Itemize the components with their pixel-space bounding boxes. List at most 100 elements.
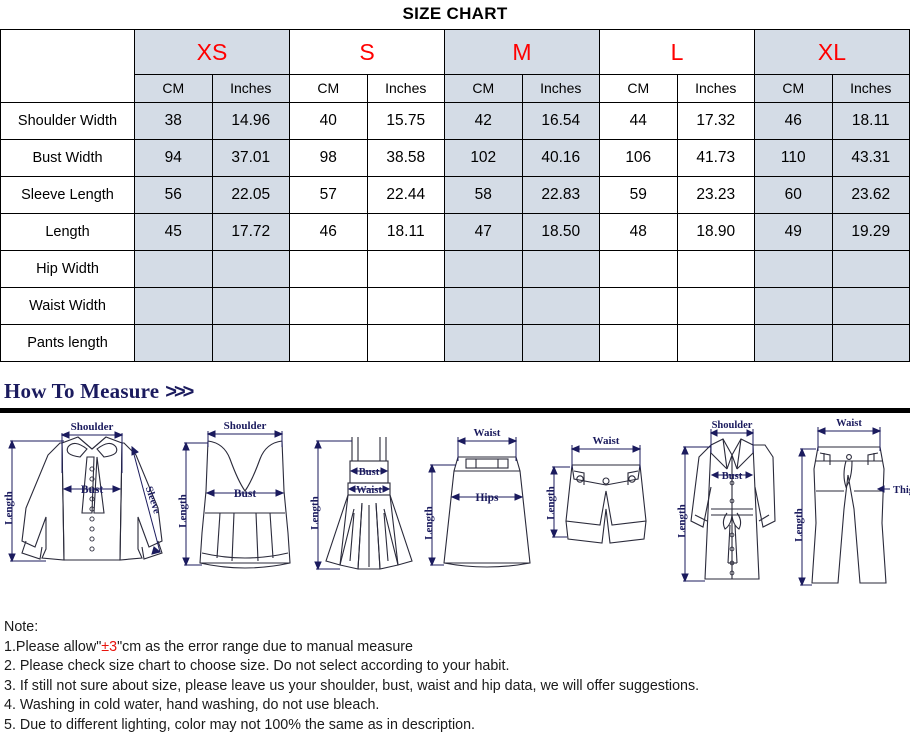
cell: 60 xyxy=(754,176,833,214)
cell: 46 xyxy=(754,102,833,140)
cell: 49 xyxy=(754,213,833,251)
tolerance-value: ±3 xyxy=(101,638,118,655)
row-label: Pants length xyxy=(0,324,135,362)
cell: 41.73 xyxy=(676,139,755,177)
diagram-pants: Waist Length Thigh xyxy=(790,413,910,603)
diagram-dress: Bust Waist Length xyxy=(306,413,436,603)
table-row: Bust Width 94 37.01 98 38.58 102 40.16 1… xyxy=(0,139,910,177)
cell: 102 xyxy=(444,139,523,177)
cell xyxy=(831,324,910,362)
table-row: Hip Width xyxy=(0,250,910,288)
cell: 18.11 xyxy=(831,102,910,140)
cell: 44 xyxy=(599,102,678,140)
row-label: Hip Width xyxy=(0,250,135,288)
label-shoulder: Shoulder xyxy=(712,420,753,431)
cell: 23.23 xyxy=(676,176,755,214)
table-row: Shoulder Width 38 14.96 40 15.75 42 16.5… xyxy=(0,102,910,140)
cell: 38 xyxy=(134,102,213,140)
note-item-1: 1.Please allow"±3"cm as the error range … xyxy=(4,638,910,658)
cell xyxy=(366,250,445,288)
row-label: Shoulder Width xyxy=(0,102,135,140)
row-label: Sleeve Length xyxy=(0,176,135,214)
cell: 16.54 xyxy=(521,102,600,140)
cell: 43.31 xyxy=(831,139,910,177)
label-length: Length xyxy=(3,491,15,525)
diagram-tank-top: Shoulder Bust Length xyxy=(172,413,317,603)
cell xyxy=(754,324,833,362)
cell: 46 xyxy=(289,213,368,251)
label-bust: Bust xyxy=(234,488,257,500)
note-item-5: 5. Due to different lighting, color may … xyxy=(4,716,476,733)
label-length: Length xyxy=(545,486,557,520)
row-label: Waist Width xyxy=(0,287,135,325)
diagram-blouse: Shoulder Bust Length Sleeve xyxy=(2,413,182,603)
note-1-post: "cm as the error range due to manual mea… xyxy=(117,638,414,655)
label-thigh: Thigh xyxy=(893,485,910,496)
cell: 17.72 xyxy=(211,213,290,251)
label-waist: Waist xyxy=(356,485,382,496)
cell xyxy=(366,287,445,325)
label-shoulder: Shoulder xyxy=(71,421,114,433)
cell xyxy=(444,250,523,288)
diagram-shorts: Waist Length xyxy=(540,413,675,603)
unit-header-xs-cm: CM xyxy=(134,74,213,103)
cell: 38.58 xyxy=(366,139,445,177)
cell: 19.29 xyxy=(831,213,910,251)
label-bust: Bust xyxy=(722,471,743,482)
cell xyxy=(211,287,290,325)
label-length: Length xyxy=(309,496,321,530)
cell: 22.44 xyxy=(366,176,445,214)
unit-header-row: CM Inches CM Inches CM Inches CM Inches … xyxy=(1,74,910,103)
cell: 14.96 xyxy=(211,102,290,140)
cell xyxy=(366,324,445,362)
unit-header-xs-inches: Inches xyxy=(211,74,290,103)
note-item-3: 3. If still not sure about size, please … xyxy=(4,677,700,694)
cell: 22.83 xyxy=(521,176,600,214)
cell: 40 xyxy=(289,102,368,140)
cell xyxy=(754,250,833,288)
notes-heading: Note: xyxy=(4,619,39,635)
chevron-right-icon: >>> xyxy=(165,381,194,403)
cell: 110 xyxy=(754,139,833,177)
diagram-skirt: Waist Hips Length xyxy=(420,413,555,603)
cell: 58 xyxy=(444,176,523,214)
cell xyxy=(289,287,368,325)
how-to-measure-heading: How To Measure xyxy=(4,379,160,403)
diagram-coat: Shoulder Bust Length xyxy=(665,413,800,603)
row-label: Bust Width xyxy=(0,139,135,177)
label-length: Length xyxy=(676,504,688,538)
cell xyxy=(289,324,368,362)
label-shoulder: Shoulder xyxy=(224,420,267,432)
unit-header-s-cm: CM xyxy=(289,74,368,103)
unit-header-xl-cm: CM xyxy=(754,74,833,103)
cell: 45 xyxy=(134,213,213,251)
cell: 47 xyxy=(444,213,523,251)
table-row: Length 45 17.72 46 18.11 47 18.50 48 18.… xyxy=(0,213,910,251)
size-header-m: M xyxy=(444,29,600,75)
note-1-pre: 1.Please allow" xyxy=(4,638,102,655)
size-chart-table: XS S M L XL CM Inches CM Inches CM Inche… xyxy=(0,29,910,362)
measurement-header-cell xyxy=(0,29,135,103)
cell xyxy=(134,250,213,288)
cell xyxy=(521,287,600,325)
section-divider xyxy=(0,408,910,413)
size-header-s: S xyxy=(289,29,445,75)
cell: 106 xyxy=(599,139,678,177)
cell: 57 xyxy=(289,176,368,214)
cell xyxy=(289,250,368,288)
cell xyxy=(831,287,910,325)
note-item-4: 4. Washing in cold water, hand washing, … xyxy=(4,697,380,713)
how-to-measure-section: How To Measure >>> xyxy=(0,362,910,404)
cell: 18.90 xyxy=(676,213,755,251)
label-waist: Waist xyxy=(593,435,620,447)
label-waist: Waist xyxy=(474,427,501,439)
cell xyxy=(599,287,678,325)
label-hips: Hips xyxy=(475,492,499,504)
size-header-row: XS S M L XL xyxy=(0,29,910,103)
label-length: Length xyxy=(177,494,189,528)
cell: 56 xyxy=(134,176,213,214)
cell: 48 xyxy=(599,213,678,251)
size-chart-body: XS S M L XL CM Inches CM Inches CM Inche… xyxy=(0,29,910,362)
cell: 37.01 xyxy=(211,139,290,177)
cell xyxy=(521,324,600,362)
